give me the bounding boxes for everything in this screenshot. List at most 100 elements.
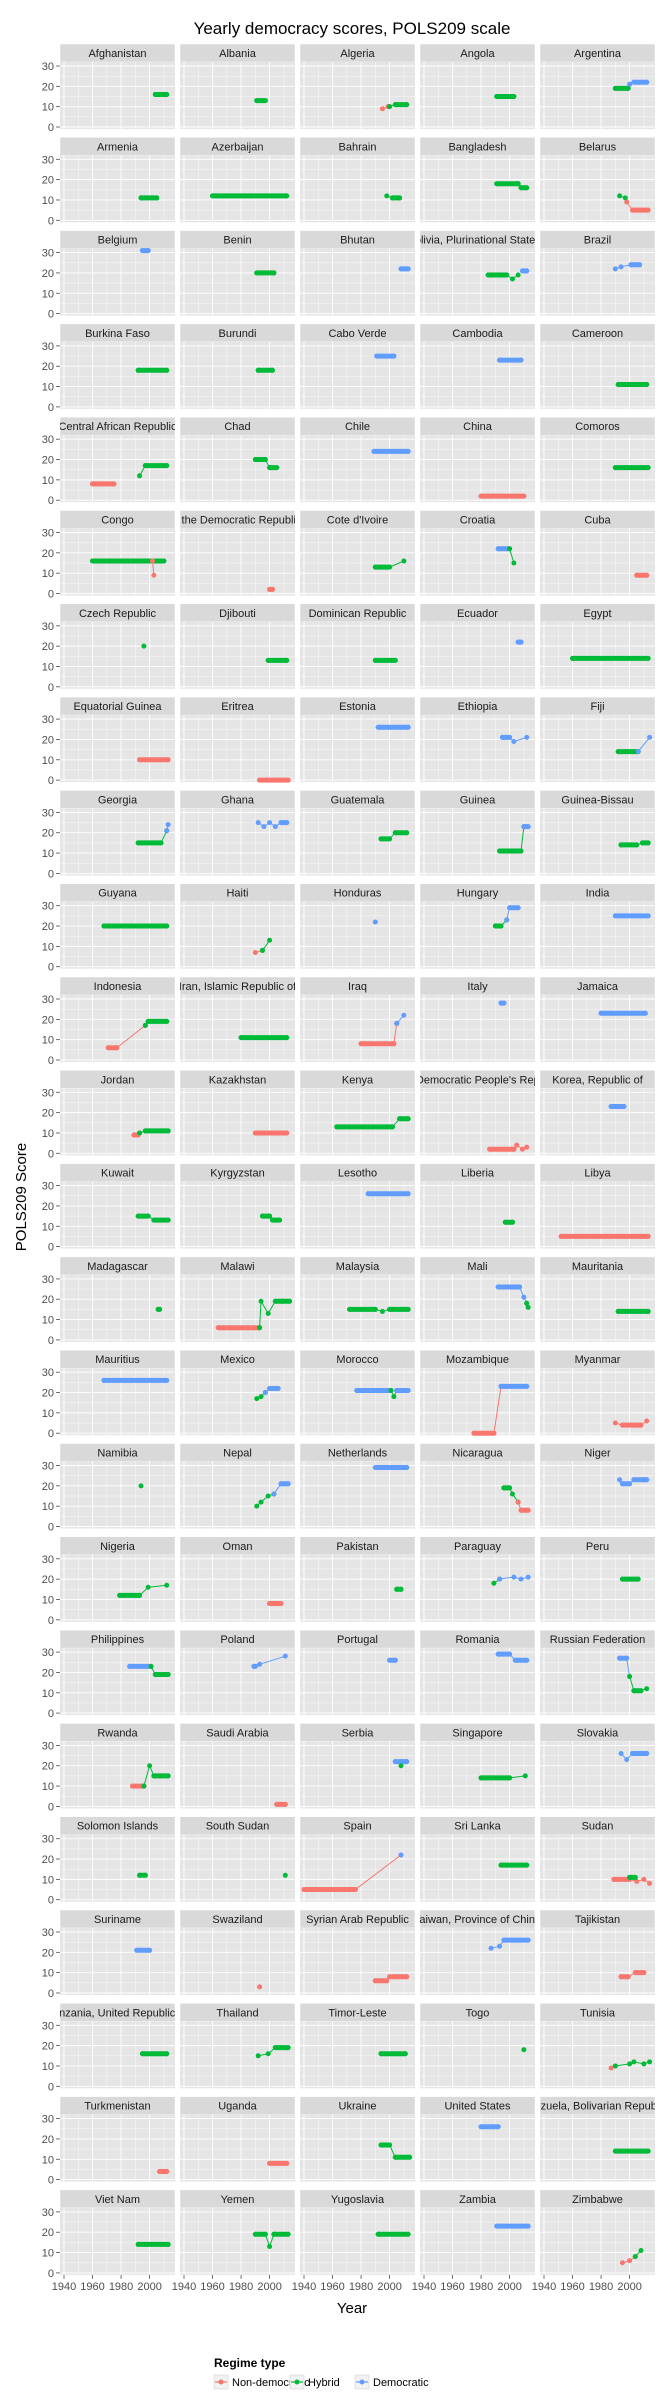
panel-background [60,1648,175,1716]
data-point [387,1974,393,1980]
data-point [372,1465,378,1471]
data-point [135,840,141,846]
data-point [627,1481,633,1487]
panel-background [300,808,415,876]
y-tick-label: 20 [42,1108,54,1120]
data-point [491,1580,497,1586]
y-tick-label: 30 [42,1554,54,1566]
x-tick-label: 2000 [617,2281,641,2293]
facet-panel: South Sudan [179,1816,296,1902]
facet-panel: Indonesia 0 10 20 30 [42,976,176,1067]
data-point [267,1213,273,1219]
data-point [375,2231,381,2237]
facet-panel: Cabo Verde [299,323,416,409]
facet-label: Singapore [452,1727,502,1739]
facet-panel: Benin [179,230,296,316]
panel-background [60,155,175,223]
facet-label: Sri Lanka [454,1821,501,1833]
y-tick-label: 0 [48,1148,54,1160]
data-point [612,465,618,471]
data-point [135,2241,141,2247]
facet-panel: Ukraine [299,2096,416,2182]
y-tick-label: 30 [42,248,54,260]
data-point [647,2059,653,2065]
data-point [278,820,284,826]
data-point [524,1657,530,1663]
data-point [271,1491,277,1497]
y-tick-label: 0 [48,1895,54,1907]
facet-panel: Armenia 0 10 20 30 [42,137,176,227]
data-point [252,1663,258,1669]
x-tick-label: 2000 [257,2281,281,2293]
data-point [274,1801,280,1807]
data-point [164,923,170,929]
panel-background [180,2021,295,2089]
data-point [258,1394,264,1400]
data-point [392,2154,398,2160]
data-point [499,734,505,740]
facet-label: Brazil [584,235,612,247]
panel-background [180,248,295,316]
data-point [518,639,524,645]
x-tick-label: 1960 [200,2281,224,2293]
data-point [501,1000,507,1006]
data-point [524,268,530,274]
facet-label: Peru [586,1541,609,1553]
panel-background [300,62,415,129]
data-point [138,195,144,201]
data-point [618,264,624,270]
data-point [145,1018,151,1024]
panel-background [300,995,415,1062]
panel-background [60,1181,175,1249]
y-tick-label: 10 [42,568,54,580]
facet-panel: Honduras [299,883,416,969]
y-tick-label: 10 [42,288,54,300]
facet-label: Cambodia [452,328,503,340]
facet-label: Chile [345,421,370,433]
x-tick-label: 2000 [497,2281,521,2293]
data-point [254,98,260,104]
data-point [514,1142,520,1148]
data-point [637,262,643,268]
data-point [151,1773,157,1779]
data-point [598,1010,604,1016]
data-point [254,270,260,276]
panel-background [180,901,295,969]
facet-panel: Singapore [419,1723,536,1809]
facet-panel: Kuwait 0 10 20 30 [42,1163,176,1254]
panel-background [300,528,415,596]
panel-background [180,1928,295,1995]
y-tick-label: 20 [42,268,54,280]
panel-background [180,621,295,689]
facet-panel: Algeria [299,43,416,129]
panel-background [180,1554,295,1622]
facet-label: Malaysia [336,1261,380,1273]
facet-panel: Spain [299,1816,416,1902]
data-point [645,465,651,471]
facet-panel: Burundi [179,323,296,409]
facet-label: Italy [467,981,488,993]
y-tick-label: 0 [48,1242,54,1254]
data-point [387,1306,393,1312]
data-point [164,1377,170,1383]
x-tick-label: 2000 [137,2281,161,2293]
chart-title: Yearly democracy scores, POLS209 scale [194,19,511,38]
panel-background [420,2207,535,2275]
y-tick-label: 10 [42,102,54,114]
data-point [157,2168,163,2174]
data-point [164,2051,170,2057]
data-point [497,848,503,854]
data-point [269,586,275,592]
data-point [158,840,164,846]
facet-panel: Niger [539,1443,656,1529]
panel-background [420,62,535,129]
facet-panel: Slovakia [539,1723,656,1809]
facet-panel: Libya [539,1163,656,1249]
data-point [641,2061,647,2067]
legend-point [218,2379,224,2385]
panel-background [60,621,175,689]
data-point [255,367,261,373]
data-point [638,1422,644,1428]
facet-label: Kenya [342,1074,374,1086]
facet-label: Cuba [584,515,611,527]
